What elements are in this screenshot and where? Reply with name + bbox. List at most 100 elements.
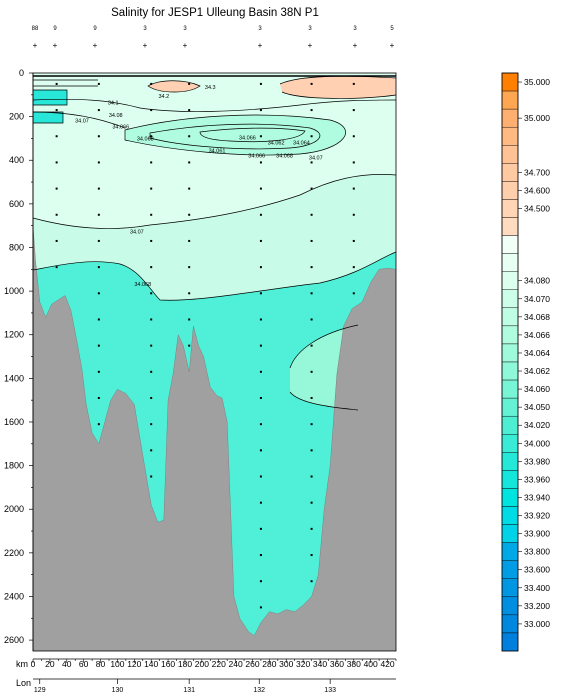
thermocline-band bbox=[125, 115, 346, 156]
contour-line bbox=[289, 324, 359, 411]
colorbar-swatch bbox=[501, 217, 519, 236]
colorbar-swatch bbox=[501, 397, 519, 417]
x-tick-label: 20 bbox=[45, 659, 55, 669]
y-tick-label: 400 bbox=[9, 155, 24, 165]
colorbar: 35.000 35.000 34.700 34.600 34.500 34.080 34.0… bbox=[501, 72, 550, 652]
contour-label: 34.068 bbox=[137, 136, 154, 142]
sample-point bbox=[310, 554, 313, 557]
sample-point bbox=[55, 266, 58, 269]
contour-label: 34.066 bbox=[248, 153, 265, 159]
sample-point bbox=[150, 135, 153, 138]
sample-point bbox=[310, 187, 313, 190]
lon-tick-label: 129 bbox=[34, 687, 46, 694]
colorbar-swatch bbox=[501, 343, 519, 363]
colorbar-swatch bbox=[501, 145, 519, 164]
sample-point bbox=[97, 109, 100, 112]
sample-point bbox=[310, 475, 313, 478]
sample-point bbox=[259, 161, 262, 164]
x-tick-label: 220 bbox=[212, 659, 226, 669]
sample-point bbox=[150, 239, 153, 242]
sample-point bbox=[310, 318, 313, 321]
sample-point bbox=[310, 161, 313, 164]
x-tick-label: 60 bbox=[79, 659, 89, 669]
sample-point bbox=[310, 82, 313, 85]
contour-label: 34.07 bbox=[309, 156, 323, 162]
colorbar-label: 34.070 bbox=[524, 294, 550, 304]
colorbar-swatch bbox=[501, 560, 519, 579]
sample-point bbox=[150, 449, 153, 452]
sample-point bbox=[259, 82, 262, 85]
x-tick-label: 280 bbox=[262, 659, 276, 669]
y-tick-label: 1200 bbox=[4, 330, 24, 340]
station-labels-row: 88 9 9 3 3 3 3 3 5 bbox=[32, 26, 395, 32]
sample-point bbox=[150, 292, 153, 295]
contour-label: 34.07 bbox=[75, 119, 89, 125]
colorbar-swatch bbox=[501, 235, 519, 254]
x-axis-label: km bbox=[16, 659, 28, 669]
sample-point bbox=[310, 239, 313, 242]
colorbar-label: 33.960 bbox=[524, 474, 550, 484]
colorbar-label: 34.068 bbox=[524, 312, 550, 322]
sample-point bbox=[188, 213, 191, 216]
sample-point bbox=[259, 606, 262, 609]
sample-point bbox=[97, 396, 100, 399]
x-tick-label: 240 bbox=[229, 659, 243, 669]
colorbar-swatch bbox=[501, 72, 519, 92]
sample-point bbox=[259, 449, 262, 452]
sample-point bbox=[259, 318, 262, 321]
sample-points bbox=[55, 82, 355, 609]
colorbar-label: 34.080 bbox=[524, 276, 550, 286]
station-marker: + bbox=[258, 41, 263, 50]
colorbar-swatch bbox=[501, 506, 519, 525]
x-tick-label: 200 bbox=[195, 659, 209, 669]
sample-point bbox=[310, 292, 313, 295]
sample-point bbox=[310, 501, 313, 504]
contour-label: 34.062 bbox=[268, 140, 285, 146]
colorbar-swatch bbox=[501, 524, 519, 543]
x-tick-label: 120 bbox=[127, 659, 141, 669]
sample-point bbox=[55, 82, 58, 85]
high-salinity-lens bbox=[280, 76, 396, 99]
sample-point bbox=[150, 82, 153, 85]
y-tick-label: 600 bbox=[9, 199, 24, 209]
colorbar-swatch bbox=[501, 199, 519, 218]
sample-point bbox=[310, 135, 313, 138]
y-tick-label: 1000 bbox=[4, 286, 24, 296]
sample-point bbox=[259, 266, 262, 269]
sample-point bbox=[150, 266, 153, 269]
colorbar-swatch bbox=[501, 434, 519, 453]
sample-point bbox=[97, 82, 100, 85]
sample-point bbox=[150, 213, 153, 216]
station-label: 3 bbox=[143, 26, 147, 32]
colorbar-label: 33.940 bbox=[524, 492, 550, 502]
sample-point bbox=[188, 266, 191, 269]
sample-point bbox=[97, 370, 100, 373]
contour-line bbox=[149, 123, 321, 150]
colorbar-swatch bbox=[501, 542, 519, 561]
contour-line bbox=[32, 251, 397, 301]
sample-point bbox=[188, 161, 191, 164]
sample-point bbox=[352, 213, 355, 216]
sample-point bbox=[259, 423, 262, 426]
sample-point bbox=[352, 187, 355, 190]
colorbar-label: 35.000 bbox=[524, 77, 550, 87]
sample-point bbox=[259, 554, 262, 557]
station-marker: + bbox=[390, 41, 395, 50]
y-tick-label: 800 bbox=[9, 242, 24, 252]
colorbar-label: 34.020 bbox=[524, 420, 550, 430]
y-tick-label: 1800 bbox=[4, 461, 24, 471]
station-label: 5 bbox=[390, 26, 394, 32]
y-tick-label: 2200 bbox=[4, 548, 24, 558]
sample-point bbox=[97, 318, 100, 321]
colorbar-label: 34.050 bbox=[524, 402, 550, 412]
station-markers-row: + + + + + + + + + bbox=[33, 41, 395, 50]
contour-label: 34.064 bbox=[293, 140, 310, 146]
sample-point bbox=[55, 109, 58, 112]
station-marker: + bbox=[183, 41, 188, 50]
sample-point bbox=[188, 109, 191, 112]
y-tick-label: 2600 bbox=[4, 635, 24, 645]
x-tick-label: 40 bbox=[62, 659, 72, 669]
colorbar-label: 33.980 bbox=[524, 456, 550, 466]
sample-point bbox=[310, 213, 313, 216]
colorbar-label: 34.700 bbox=[524, 167, 550, 177]
